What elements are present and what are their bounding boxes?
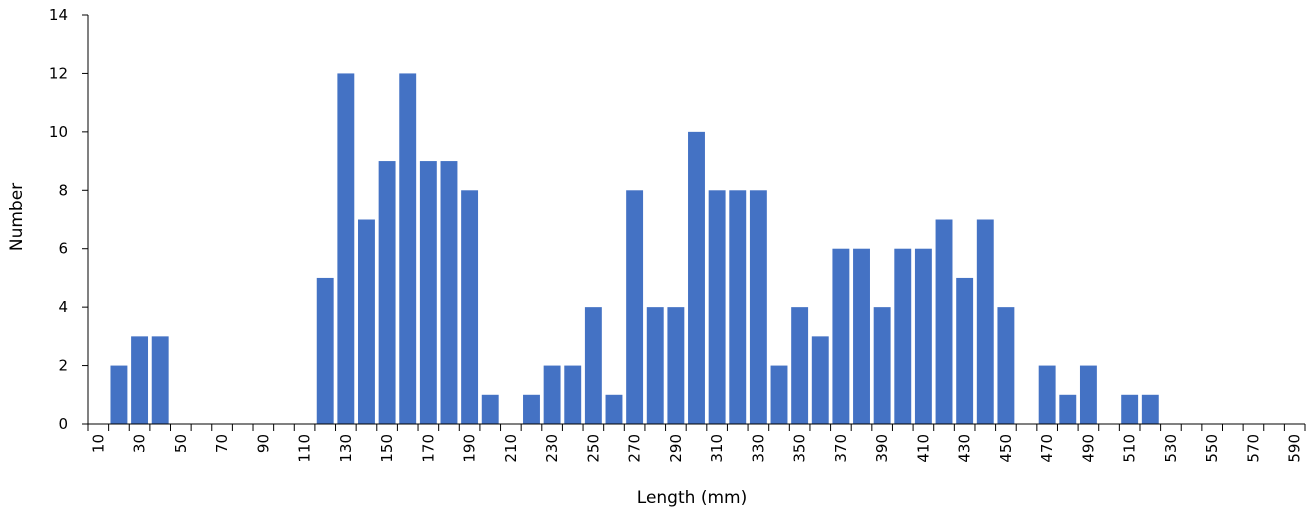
bar-160 — [399, 73, 417, 425]
x-tick-label-570: 570 — [1244, 434, 1262, 463]
bar-270 — [626, 190, 644, 424]
axes-layer — [82, 14, 1306, 431]
x-tick-label-270: 270 — [626, 434, 644, 463]
bar-290 — [667, 307, 685, 424]
x-tick-label-90: 90 — [254, 434, 272, 453]
bar-480 — [1059, 394, 1077, 424]
x-tick-label-30: 30 — [131, 434, 149, 453]
x-tick-label-310: 310 — [708, 434, 726, 463]
x-tick-label-150: 150 — [378, 434, 396, 463]
x-tick-label-250: 250 — [584, 434, 602, 463]
x-axis-title: Length (mm) — [637, 488, 747, 508]
x-tick-label-510: 510 — [1121, 434, 1139, 463]
bar-340 — [770, 365, 788, 424]
x-tick-label-170: 170 — [419, 434, 437, 463]
y-tick-label-8: 8 — [58, 181, 68, 199]
bar-300 — [688, 131, 705, 425]
bar-220 — [523, 394, 540, 424]
x-tick-label-590: 590 — [1286, 434, 1304, 463]
x-tick-label-550: 550 — [1203, 434, 1221, 463]
bar-150 — [378, 161, 396, 424]
x-tick-label-350: 350 — [791, 434, 809, 463]
x-tick-label-50: 50 — [172, 434, 190, 453]
bar-230 — [543, 365, 561, 424]
x-tick-label-430: 430 — [956, 434, 974, 463]
bar-190 — [461, 190, 479, 424]
bar-490 — [1079, 365, 1097, 424]
bar-440 — [976, 219, 994, 424]
x-tick-label-230: 230 — [543, 434, 561, 463]
bars-layer — [110, 73, 1159, 425]
y-tick-label-10: 10 — [49, 123, 68, 141]
x-tick-label-530: 530 — [1162, 434, 1180, 463]
x-tick-label-370: 370 — [832, 434, 850, 463]
bar-20 — [110, 365, 128, 424]
x-tick-label-410: 410 — [914, 434, 932, 463]
x-tick-label-210: 210 — [502, 434, 520, 463]
bar-40 — [151, 336, 169, 424]
bar-410 — [914, 248, 932, 424]
bar-200 — [481, 394, 499, 424]
bar-310 — [708, 190, 726, 424]
bar-420 — [935, 219, 953, 424]
bar-350 — [791, 307, 809, 424]
y-axis-title: Number — [7, 183, 27, 251]
x-tick-label-490: 490 — [1079, 434, 1097, 463]
bar-430 — [956, 277, 974, 424]
bar-240 — [564, 365, 582, 424]
bar-330 — [749, 190, 767, 424]
x-tick-label-190: 190 — [461, 434, 479, 463]
bar-380 — [853, 248, 870, 424]
x-tick-label-130: 130 — [337, 434, 355, 463]
bar-260 — [605, 394, 623, 424]
x-tick-label-470: 470 — [1038, 434, 1056, 463]
labels-layer: 0 2 4 6 8 10 12 14 10 30 50 70 90 110 130 150 170 190 210 2… — [49, 6, 1304, 463]
bar-250 — [584, 307, 602, 424]
x-tick-label-290: 290 — [667, 434, 685, 463]
y-tick-label-6: 6 — [58, 240, 68, 258]
bar-510 — [1121, 394, 1139, 424]
y-tick-label-2: 2 — [58, 357, 68, 375]
x-tick-label-70: 70 — [213, 434, 231, 453]
x-tick-label-330: 330 — [749, 434, 767, 463]
bar-120 — [316, 277, 334, 424]
x-tick-label-450: 450 — [997, 434, 1015, 463]
y-tick-label-12: 12 — [49, 64, 68, 82]
bar-520 — [1141, 394, 1159, 424]
bar-470 — [1038, 365, 1056, 424]
bar-390 — [873, 307, 891, 424]
bar-130 — [337, 73, 355, 425]
bar-140 — [358, 219, 375, 424]
bar-170 — [419, 161, 437, 424]
bar-400 — [894, 248, 912, 424]
x-tick-label-110: 110 — [296, 434, 314, 463]
bar-360 — [811, 336, 829, 424]
x-tick-label-390: 390 — [873, 434, 891, 463]
bar-370 — [832, 248, 850, 424]
bar-280 — [646, 307, 664, 424]
x-tick-label-10: 10 — [89, 434, 107, 453]
bar-450 — [997, 307, 1015, 424]
y-tick-label-4: 4 — [58, 298, 68, 316]
bar-180 — [440, 161, 458, 424]
y-tick-label-0: 0 — [58, 415, 68, 433]
bar-30 — [131, 336, 149, 424]
y-tick-label-14: 14 — [49, 6, 68, 24]
bar-320 — [729, 190, 747, 424]
